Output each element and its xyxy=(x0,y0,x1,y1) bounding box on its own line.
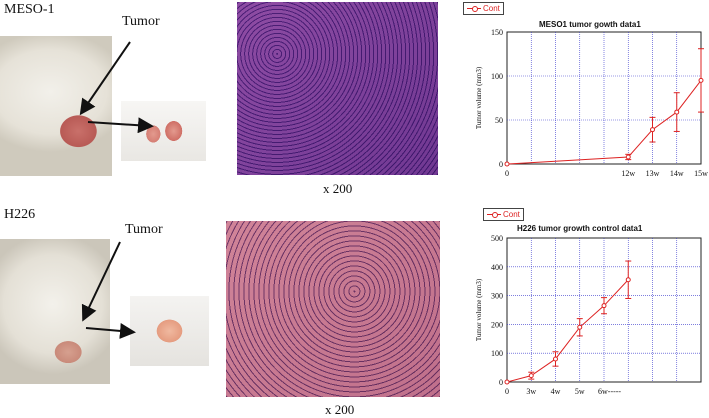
magnification-label-h226: x 200 xyxy=(325,402,355,417)
x-tick-label: 14w xyxy=(670,169,684,178)
x-tick-label: 5w xyxy=(575,387,585,396)
legend-marker-icon xyxy=(487,212,501,218)
x-tick-label: 0 xyxy=(505,387,509,396)
chart-plot: 0 100 200 300 400 500 Tumor volume (mm3) 0 3w 4w 5… xyxy=(475,234,702,396)
data-point xyxy=(625,277,631,283)
x-tick-label: 0 xyxy=(505,169,509,178)
y-tick-label: 0 xyxy=(499,378,503,387)
chart-plot: 0 50 100 150 Tumor volume (mm3) 0 12w 13w 14w 15w xyxy=(475,28,708,178)
chart-h226: Cont H226 tumor growth control data1 0 10… xyxy=(455,204,709,408)
tumor-label-meso1: Tumor xyxy=(122,14,160,29)
y-tick-label: 300 xyxy=(491,292,503,301)
series-line xyxy=(506,279,629,383)
y-axis-label: Tumor volume (mm3) xyxy=(475,278,483,341)
y-tick-label: 0 xyxy=(499,160,503,169)
x-tick-label: 4w xyxy=(551,387,561,396)
data-point xyxy=(698,77,704,83)
chart-legend: Cont xyxy=(463,2,504,15)
chart-title: MESO1 tumor gowth data1 xyxy=(539,20,641,29)
x-tick-label: 15w xyxy=(694,169,708,178)
x-tick-label: 13w xyxy=(646,169,660,178)
y-axis-label: Tumor volume (mm3) xyxy=(475,66,483,129)
magnification-label-meso1: x 200 xyxy=(323,181,353,196)
excised-tumor-photo-meso1 xyxy=(121,101,206,161)
y-tick-label: 150 xyxy=(491,28,503,37)
chart-title: H226 tumor growth control data1 xyxy=(517,224,643,233)
x-tick-label: 3w xyxy=(526,387,536,396)
tumor-arrows-meso1 xyxy=(79,41,154,134)
legend-marker-icon xyxy=(467,6,481,12)
y-tick-label: 200 xyxy=(491,320,503,329)
excised-tumor-photo-h226 xyxy=(130,296,209,366)
data-point xyxy=(601,303,607,309)
sample-label-meso1: MESO-1 xyxy=(4,2,55,17)
data-point xyxy=(553,356,558,362)
data-point xyxy=(577,324,583,330)
sample-label-h226: H226 xyxy=(4,207,36,222)
y-tick-label: 400 xyxy=(491,263,503,272)
x-tick-label: 12w xyxy=(621,169,635,178)
data-point xyxy=(650,127,655,133)
legend-label: Cont xyxy=(503,210,520,219)
y-tick-label: 100 xyxy=(491,72,503,81)
data-point xyxy=(625,154,631,160)
chart-meso1: Cont MESO1 tumor gowth data1 0 50 100 150 Tu… xyxy=(455,0,709,200)
data-point xyxy=(674,109,680,115)
histology-image-meso1 xyxy=(237,2,438,175)
tumor-label-h226: Tumor xyxy=(125,222,163,237)
y-tick-label: 100 xyxy=(491,349,503,358)
data-point xyxy=(528,373,534,379)
y-tick-label: 50 xyxy=(495,116,503,125)
legend-label: Cont xyxy=(483,4,500,13)
tumor-arrows-h226 xyxy=(81,241,136,339)
histology-image-h226 xyxy=(226,221,440,397)
chart-legend: Cont xyxy=(483,208,524,221)
y-tick-label: 500 xyxy=(491,234,503,243)
data-point xyxy=(504,161,510,167)
x-tick-label: 6w----- xyxy=(598,387,621,396)
data-point xyxy=(504,379,510,385)
